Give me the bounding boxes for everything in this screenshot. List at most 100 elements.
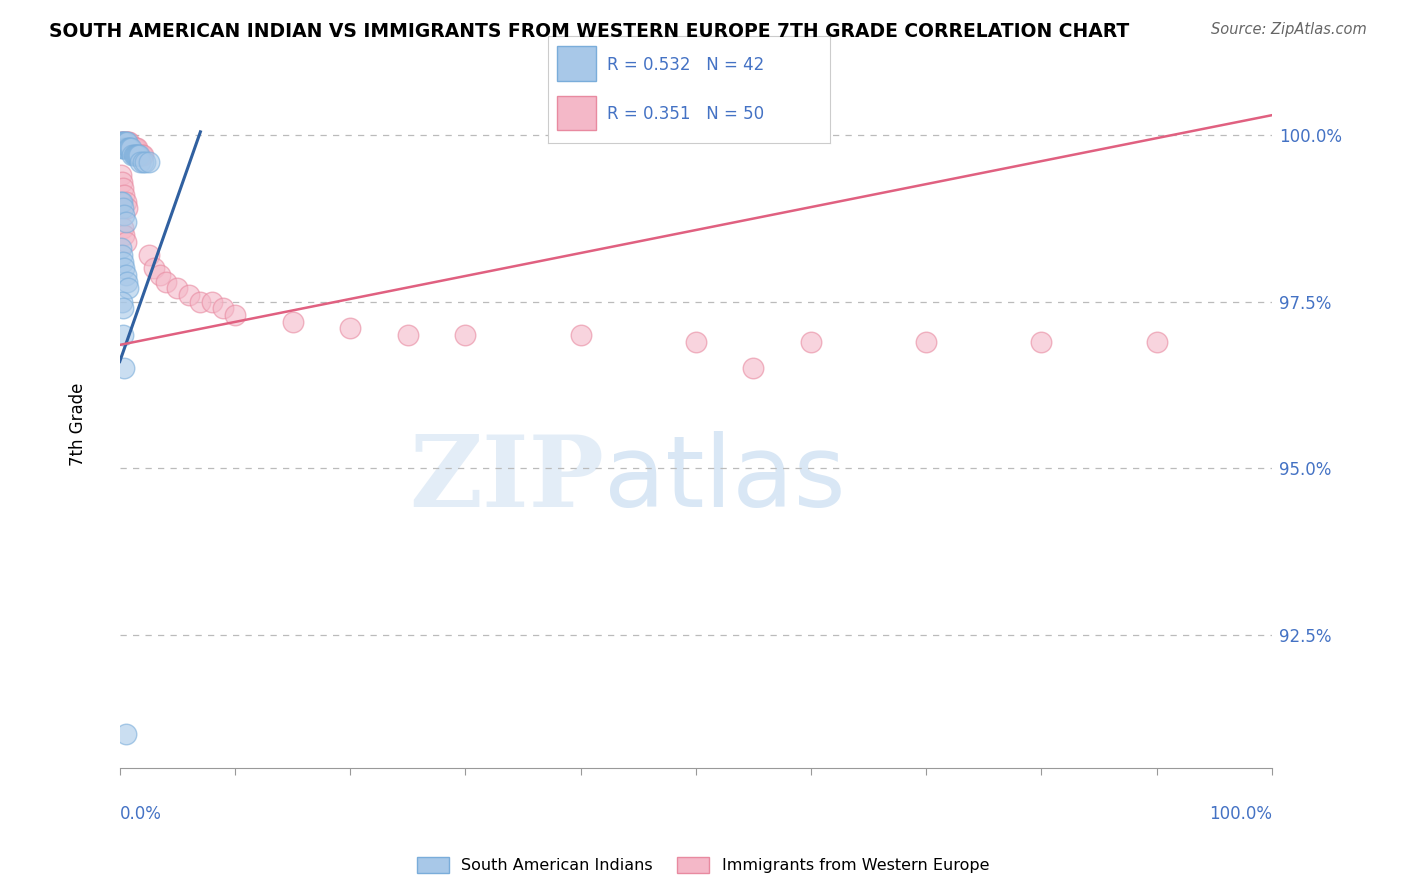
Text: 7th Grade: 7th Grade [69, 384, 87, 467]
Point [112, 361, 135, 376]
Point [177, 288, 200, 302]
Point [122, 141, 145, 155]
Point [132, 154, 155, 169]
Point [122, 148, 145, 162]
Point [132, 148, 155, 162]
Point [125, 148, 148, 162]
Point [120, 141, 142, 155]
Point [117, 281, 139, 295]
Point [114, 727, 136, 741]
Point [125, 141, 148, 155]
Point [111, 248, 134, 262]
Point [120, 141, 142, 155]
Point [125, 148, 148, 162]
Point [114, 135, 136, 149]
Point [339, 321, 361, 335]
Point [112, 135, 135, 149]
Point [127, 148, 149, 162]
Point [117, 135, 139, 149]
Text: 0.0%: 0.0% [120, 805, 162, 823]
Point [112, 227, 135, 242]
Point [112, 141, 135, 155]
Point [121, 141, 143, 155]
Point [112, 327, 135, 342]
Point [118, 135, 141, 149]
Point [115, 135, 138, 149]
Point [190, 294, 212, 309]
Point [112, 181, 135, 195]
Point [127, 148, 149, 162]
Point [1146, 334, 1168, 349]
Point [124, 148, 146, 162]
Point [111, 294, 134, 309]
Text: R = 0.351   N = 50: R = 0.351 N = 50 [607, 105, 765, 123]
Point [114, 135, 136, 149]
Point [201, 294, 224, 309]
Point [121, 148, 143, 162]
Point [110, 135, 132, 149]
Point [281, 315, 304, 329]
Point [115, 275, 138, 289]
Text: ZIP: ZIP [409, 431, 603, 528]
Point [114, 194, 136, 209]
Point [111, 135, 134, 149]
Text: SOUTH AMERICAN INDIAN VS IMMIGRANTS FROM WESTERN EUROPE 7TH GRADE CORRELATION CH: SOUTH AMERICAN INDIAN VS IMMIGRANTS FROM… [49, 22, 1129, 41]
Point [110, 135, 132, 149]
Point [112, 135, 135, 149]
Point [114, 235, 136, 249]
Point [112, 301, 135, 316]
Point [112, 221, 135, 235]
Point [114, 268, 136, 282]
Point [117, 141, 139, 155]
Point [112, 141, 135, 155]
Point [120, 141, 142, 155]
Point [111, 194, 134, 209]
Point [569, 327, 592, 342]
Point [166, 281, 188, 295]
Point [125, 141, 148, 155]
Point [115, 202, 138, 216]
Point [120, 141, 142, 155]
Point [212, 301, 235, 316]
Point [111, 141, 134, 155]
Point [115, 135, 138, 149]
Point [129, 148, 152, 162]
Point [110, 241, 132, 255]
Point [112, 202, 135, 216]
Point [112, 208, 135, 222]
Point [800, 334, 823, 349]
Point [138, 248, 160, 262]
Point [128, 148, 150, 162]
Point [114, 141, 136, 155]
Text: Source: ZipAtlas.com: Source: ZipAtlas.com [1211, 22, 1367, 37]
Bar [557, 95, 596, 130]
Point [112, 135, 135, 149]
Point [742, 361, 765, 376]
Point [1031, 334, 1053, 349]
Point [915, 334, 938, 349]
Point [112, 135, 135, 149]
Point [110, 168, 132, 182]
Point [111, 175, 134, 189]
Point [138, 154, 160, 169]
Point [110, 194, 132, 209]
Point [128, 148, 150, 162]
Point [112, 261, 135, 276]
Text: R = 0.532   N = 42: R = 0.532 N = 42 [607, 55, 765, 73]
Legend: South American Indians, Immigrants from Western Europe: South American Indians, Immigrants from … [411, 850, 995, 880]
Text: 100.0%: 100.0% [1209, 805, 1272, 823]
Point [454, 327, 477, 342]
Point [143, 261, 166, 276]
Point [112, 188, 135, 202]
Point [118, 141, 141, 155]
Point [111, 135, 134, 149]
Text: atlas: atlas [603, 431, 845, 528]
Point [114, 215, 136, 229]
Point [112, 254, 135, 268]
Point [155, 275, 177, 289]
Point [131, 148, 153, 162]
Point [685, 334, 707, 349]
Point [124, 141, 146, 155]
Point [149, 268, 172, 282]
Point [396, 327, 419, 342]
